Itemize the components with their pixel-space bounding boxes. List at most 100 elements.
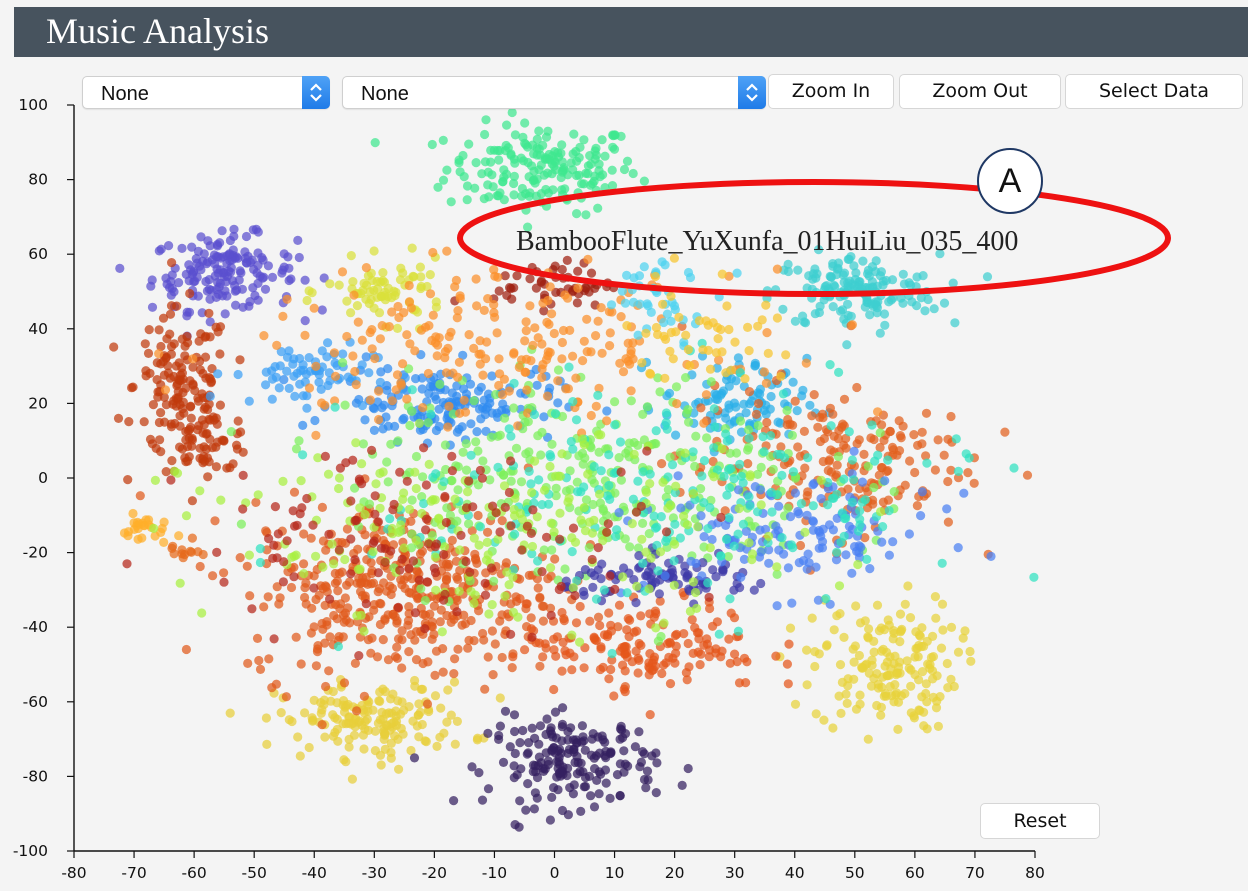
data-point [606,300,617,310]
data-point [156,341,166,352]
data-point [831,470,842,480]
data-point [299,569,309,579]
filter-select[interactable]: None [342,76,766,109]
data-point [595,498,606,508]
data-point [661,527,672,537]
data-point [866,681,877,691]
y-tick-label: 60 [28,245,48,263]
data-point [736,471,747,481]
data-point [702,433,712,443]
data-point [145,368,155,378]
data-point [543,268,553,278]
data-point [522,385,532,395]
data-point [841,550,851,560]
data-point [708,621,718,631]
data-point [506,521,516,531]
data-point [350,483,360,493]
data-point [821,594,831,604]
data-point [421,480,431,490]
data-point [236,268,246,278]
data-point [508,572,518,582]
data-point [393,436,403,446]
data-point [631,598,641,608]
data-point [832,264,843,274]
data-point [546,610,556,621]
data-point [638,518,648,529]
data-point [455,167,465,177]
data-point [532,380,542,390]
data-point [323,469,334,479]
data-point [625,542,635,552]
data-point [619,746,629,756]
data-point [383,655,394,665]
data-point [1029,572,1039,582]
data-point [491,389,501,400]
data-point [449,669,459,679]
data-point [795,451,806,461]
data-point [842,340,852,350]
data-point [854,553,865,563]
data-point [154,325,164,335]
zoom-out-button[interactable]: Zoom Out [899,74,1061,109]
data-point [541,132,552,142]
data-point [588,499,598,510]
data-point [645,479,655,489]
select-stepper-icon[interactable] [738,76,766,109]
data-point [452,516,462,526]
data-point [187,242,197,252]
data-point [360,591,370,601]
data-point [447,451,457,461]
data-point [900,599,910,609]
data-point [507,663,517,673]
data-point [494,354,504,364]
data-point [557,140,567,150]
data-point [816,494,826,504]
data-point [662,391,672,401]
data-point [259,331,269,341]
data-point [482,402,493,412]
select-data-button[interactable]: Select Data [1065,74,1243,109]
data-point [186,422,196,432]
color-by-select[interactable]: None [82,76,330,109]
data-point [270,502,280,512]
data-point [943,476,953,487]
data-point [814,526,824,536]
data-point [724,513,734,523]
data-point [551,733,562,743]
data-point [943,434,953,444]
data-point [739,399,749,409]
data-point [541,184,551,195]
data-point [528,340,538,350]
data-point [680,568,690,578]
data-point [466,586,476,597]
data-point [539,601,549,612]
data-point [316,708,326,718]
data-point [253,295,263,305]
data-point [203,472,213,482]
data-point [544,319,554,329]
data-point [670,630,681,641]
data-point [167,258,177,268]
data-point [404,297,415,307]
data-point [367,445,377,455]
data-point [263,592,273,602]
select-stepper-icon[interactable] [302,76,330,109]
data-point [595,489,605,499]
data-point [895,609,906,619]
data-point [196,329,206,339]
reset-button[interactable]: Reset [980,803,1100,839]
data-point [425,270,435,280]
data-point [406,630,416,640]
data-point [553,398,563,408]
data-point [883,455,893,465]
data-point [293,732,303,742]
data-point [350,555,360,565]
data-point [311,551,321,561]
data-point [644,584,654,594]
data-point [325,594,335,604]
data-point [831,555,842,565]
data-point [898,269,908,279]
zoom-in-button[interactable]: Zoom In [768,74,894,109]
